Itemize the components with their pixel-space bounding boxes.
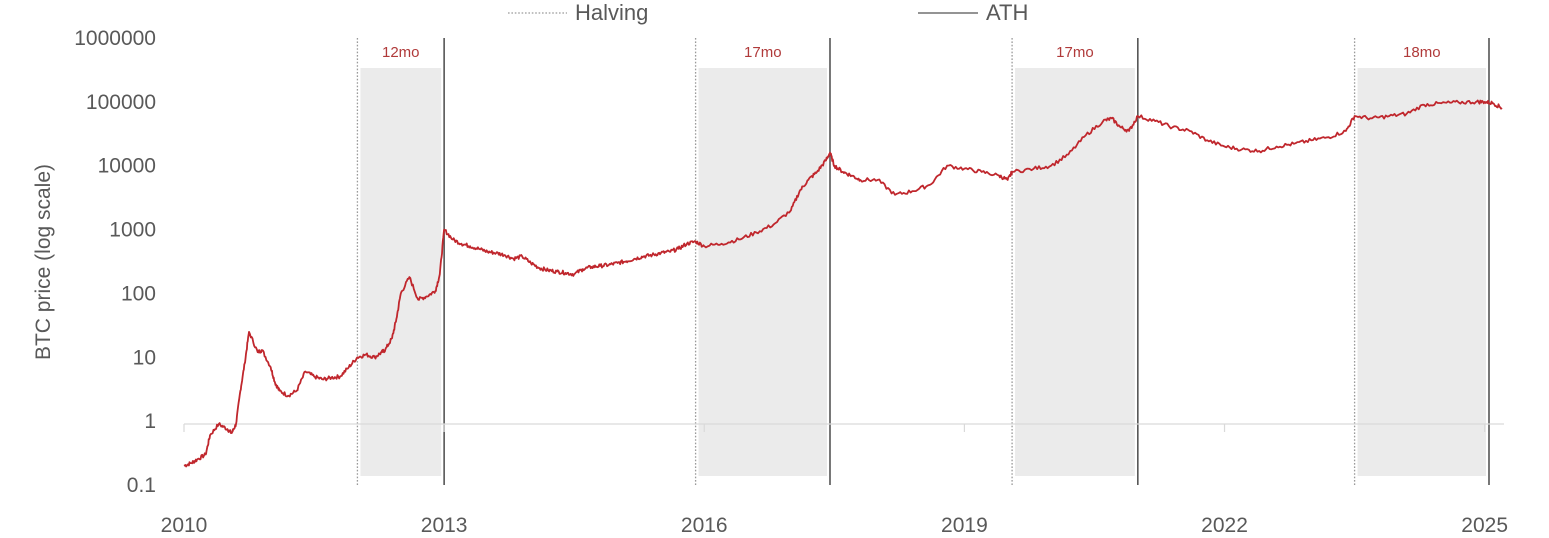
y-tick-label-1000000: 1000000 [74,27,156,50]
shaded-period-2 [698,68,827,476]
period-label-3: 17mo [1056,44,1094,61]
y-tick-label-1: 1 [144,410,156,433]
y-tick-label-1000: 1000 [109,219,156,242]
shaded-period-3 [1015,68,1135,476]
y-tick-label-10000: 10000 [98,155,156,178]
y-tick-label-0.1: 0.1 [127,474,156,497]
period-label-2: 17mo [744,44,782,61]
legend-label-halving: Halving [575,0,648,25]
x-tick-label-2025: 2025 [1461,514,1508,537]
legend-item-ath: ATH [918,0,1028,25]
legend: Halving ATH [508,0,1028,25]
period-label-4: 18mo [1403,44,1441,61]
series-line-btc-price [183,99,1503,468]
shaded-periods [360,68,1486,476]
legend-label-ath: ATH [986,0,1028,25]
period-labels: 12mo 17mo 17mo 18mo [382,44,1441,61]
x-tick-label-2010: 2010 [161,514,208,537]
shaded-period-4 [1357,68,1486,476]
period-lines [356,38,1490,485]
y-tick-label-100000: 100000 [86,91,156,114]
x-tick-label-2022: 2022 [1201,514,1248,537]
period-label-1: 12mo [382,44,420,61]
shaded-period-1 [360,68,442,476]
y-axis-label: BTC price (log scale) [32,164,55,360]
y-tick-label-10: 10 [133,346,156,369]
series [183,99,1503,468]
x-tick-label-2016: 2016 [681,514,728,537]
y-tick-label-100: 100 [121,282,156,305]
x-tick-label-2019: 2019 [941,514,988,537]
y-ticks: 0.1 1 10 100 1000 10000 100000 1000000 [74,27,156,497]
legend-item-halving: Halving [508,0,648,25]
x-ticks: 2010 2013 2016 2019 2022 2025 [161,424,1508,537]
x-tick-label-2013: 2013 [421,514,468,537]
